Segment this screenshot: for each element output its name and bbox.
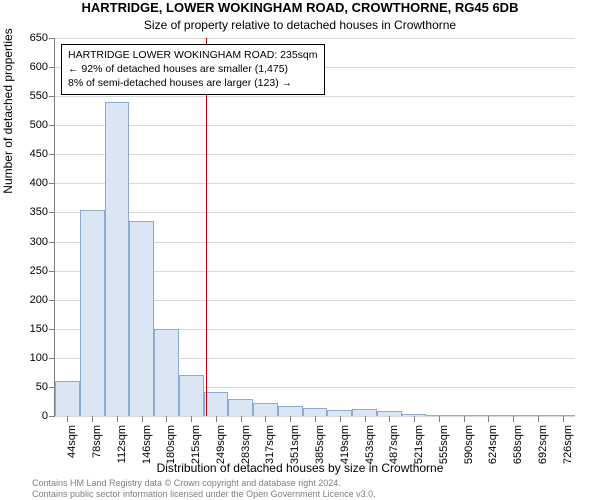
y-tick-label: 550 [8, 90, 48, 102]
chart-subtitle: Size of property relative to detached ho… [0, 18, 600, 32]
gridline [55, 125, 575, 126]
x-tick-label: 112sqm [116, 425, 128, 465]
x-tick [117, 416, 118, 422]
x-tick [216, 416, 217, 422]
x-tick-label: 180sqm [165, 425, 177, 465]
histogram-bar [278, 406, 303, 416]
gridline [55, 212, 575, 213]
gridline [55, 183, 575, 184]
x-tick [265, 416, 266, 422]
x-tick-label: 317sqm [264, 425, 276, 465]
annotation-line-1: HARTRIDGE LOWER WOKINGHAM ROAD: 235sqm [68, 48, 318, 62]
x-tick-label: 146sqm [141, 425, 153, 465]
y-tick [49, 271, 55, 272]
marker-line [206, 38, 207, 416]
x-tick [488, 416, 489, 422]
histogram-bar [228, 399, 253, 416]
y-tick [49, 416, 55, 417]
x-tick [315, 416, 316, 422]
x-tick-label: 624sqm [487, 425, 499, 465]
gridline [55, 154, 575, 155]
y-tick-label: 400 [8, 177, 48, 189]
x-tick [365, 416, 366, 422]
y-tick [49, 67, 55, 68]
annotation-line-3: 8% of semi-detached houses are larger (1… [68, 76, 318, 90]
x-tick [340, 416, 341, 422]
y-tick-label: 350 [8, 206, 48, 218]
x-tick-label: 726sqm [562, 425, 574, 465]
annotation-line-2: ← 92% of detached houses are smaller (1,… [68, 62, 318, 76]
x-tick [439, 416, 440, 422]
y-tick [49, 125, 55, 126]
x-tick [166, 416, 167, 422]
x-tick [464, 416, 465, 422]
y-tick [49, 329, 55, 330]
x-tick [538, 416, 539, 422]
y-tick [49, 154, 55, 155]
x-tick-label: 44sqm [66, 425, 78, 465]
x-tick-label: 487sqm [388, 425, 400, 465]
histogram-bar [352, 409, 377, 416]
y-tick [49, 300, 55, 301]
x-tick-label: 249sqm [215, 425, 227, 465]
histogram-bar [204, 392, 229, 416]
x-tick [92, 416, 93, 422]
y-tick-label: 500 [8, 119, 48, 131]
y-tick-label: 650 [8, 32, 48, 44]
x-tick [67, 416, 68, 422]
x-tick-label: 419sqm [339, 425, 351, 465]
gridline [55, 38, 575, 39]
y-tick-label: 250 [8, 265, 48, 277]
y-tick-label: 600 [8, 61, 48, 73]
x-tick [414, 416, 415, 422]
footer-line-2: Contains public sector information licen… [32, 489, 592, 500]
y-tick [49, 96, 55, 97]
y-tick [49, 358, 55, 359]
chart-title: HARTRIDGE, LOWER WOKINGHAM ROAD, CROWTHO… [0, 0, 600, 15]
y-tick-label: 300 [8, 236, 48, 248]
y-tick-label: 50 [8, 381, 48, 393]
y-tick [49, 242, 55, 243]
x-tick-label: 521sqm [413, 425, 425, 465]
y-tick-label: 100 [8, 352, 48, 364]
x-tick [290, 416, 291, 422]
annotation-box: HARTRIDGE LOWER WOKINGHAM ROAD: 235sqm ←… [61, 44, 325, 95]
x-tick-label: 453sqm [364, 425, 376, 465]
x-tick-label: 215sqm [190, 425, 202, 465]
x-tick-label: 658sqm [512, 425, 524, 465]
histogram-bar [253, 403, 278, 416]
y-tick [49, 212, 55, 213]
y-tick [49, 38, 55, 39]
footer: Contains HM Land Registry data © Crown c… [32, 478, 592, 500]
chart-area: HARTRIDGE LOWER WOKINGHAM ROAD: 235sqm ←… [54, 38, 575, 417]
histogram-bar [179, 375, 204, 416]
x-tick-label: 692sqm [537, 425, 549, 465]
x-tick [389, 416, 390, 422]
x-tick-label: 590sqm [463, 425, 475, 465]
histogram-bar [80, 210, 105, 416]
histogram-bar [154, 329, 179, 416]
y-tick-label: 150 [8, 323, 48, 335]
y-tick-label: 200 [8, 294, 48, 306]
x-tick-label: 283sqm [240, 425, 252, 465]
histogram-bar [303, 408, 328, 416]
gridline [55, 96, 575, 97]
x-tick [191, 416, 192, 422]
x-tick [563, 416, 564, 422]
histogram-bar [55, 381, 80, 416]
y-tick [49, 183, 55, 184]
histogram-bar [129, 221, 154, 416]
x-tick-label: 555sqm [438, 425, 450, 465]
y-tick-label: 450 [8, 148, 48, 160]
x-tick [142, 416, 143, 422]
x-tick-label: 385sqm [314, 425, 326, 465]
x-tick-label: 78sqm [91, 425, 103, 465]
y-tick-label: 0 [8, 410, 48, 422]
x-tick [241, 416, 242, 422]
footer-line-1: Contains HM Land Registry data © Crown c… [32, 478, 592, 489]
histogram-bar [105, 102, 130, 416]
x-tick [513, 416, 514, 422]
x-tick-label: 351sqm [289, 425, 301, 465]
